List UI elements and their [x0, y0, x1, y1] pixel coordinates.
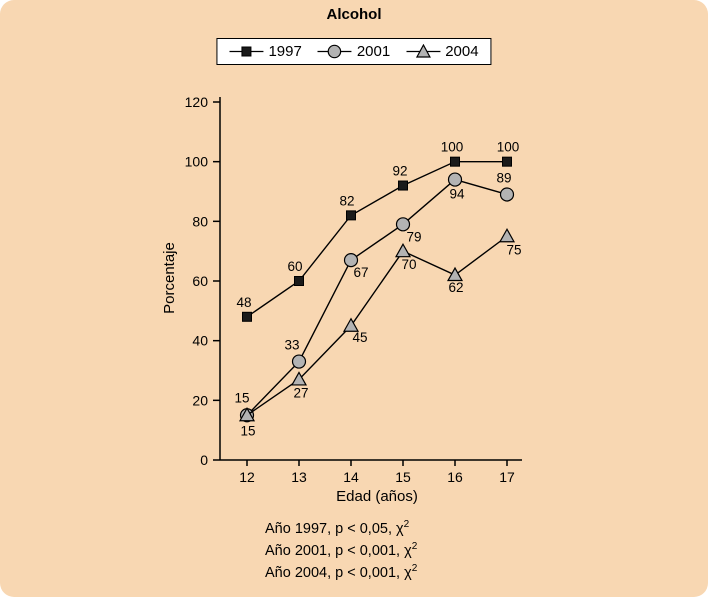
triangle-marker-icon: [406, 44, 441, 58]
legend-item-2001: 2001: [317, 43, 391, 60]
svg-text:70: 70: [401, 257, 416, 272]
line-chart: 0 20 40 60 80 100 120 12 13 14 15 16 17 Porcentaje Eda…: [161, 94, 522, 505]
svg-text:14: 14: [343, 469, 359, 485]
svg-text:Edad (años): Edad (años): [336, 488, 418, 505]
svg-text:60: 60: [192, 273, 208, 289]
svg-text:62: 62: [448, 280, 463, 295]
svg-text:67: 67: [353, 265, 368, 280]
svg-text:13: 13: [291, 469, 307, 485]
legend-item-1997: 1997: [229, 43, 302, 60]
svg-text:82: 82: [339, 193, 354, 208]
svg-text:60: 60: [287, 259, 302, 274]
svg-text:75: 75: [506, 242, 521, 257]
svg-text:15: 15: [234, 390, 249, 405]
svg-text:16: 16: [447, 469, 463, 485]
svg-text:20: 20: [192, 392, 208, 408]
svg-text:45: 45: [352, 330, 367, 345]
legend-label: 2004: [445, 43, 479, 60]
legend-item-2004: 2004: [406, 43, 479, 60]
svg-text:40: 40: [192, 333, 208, 349]
svg-text:Porcentaje: Porcentaje: [161, 242, 178, 314]
circle-marker-icon: [317, 44, 352, 59]
svg-text:33: 33: [284, 338, 299, 353]
stats-line-2004: Año 2004, p < 0,001, χ2: [265, 562, 418, 581]
legend-label: 1997: [268, 43, 302, 60]
svg-text:92: 92: [392, 164, 407, 179]
svg-text:0: 0: [200, 452, 208, 468]
svg-text:80: 80: [192, 213, 208, 229]
svg-text:100: 100: [441, 140, 464, 155]
chart-title: Alcohol: [326, 6, 382, 23]
legend: 1997 2001 2004: [216, 38, 492, 65]
svg-text:100: 100: [185, 154, 209, 170]
stats-line-2001: Año 2001, p < 0,001, χ2: [265, 540, 418, 559]
svg-text:89: 89: [496, 170, 511, 185]
svg-text:120: 120: [185, 94, 209, 110]
svg-text:48: 48: [236, 295, 251, 310]
svg-text:100: 100: [497, 140, 520, 155]
svg-text:17: 17: [499, 469, 515, 485]
stats-notes: Año 1997, p < 0,05, χ2 Año 2001, p < 0,0…: [265, 516, 417, 581]
svg-text:15: 15: [240, 423, 255, 438]
svg-text:15: 15: [395, 469, 411, 485]
square-marker-icon: [229, 46, 264, 57]
stats-line-1997: Año 1997, p < 0,05, χ2: [265, 519, 410, 537]
legend-label: 2001: [356, 43, 391, 60]
svg-text:79: 79: [406, 229, 421, 244]
svg-text:94: 94: [449, 187, 465, 202]
svg-text:12: 12: [239, 469, 255, 485]
svg-text:27: 27: [293, 385, 308, 400]
